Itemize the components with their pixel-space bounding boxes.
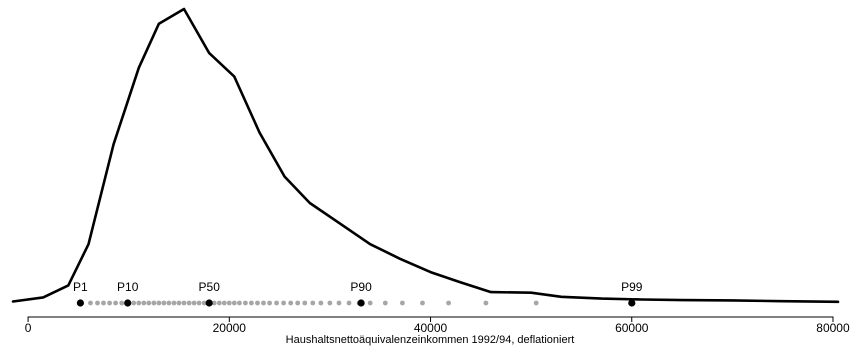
quantile-dot	[113, 300, 118, 306]
quantile-dot	[146, 300, 152, 306]
percentile-label-p1: P1	[73, 280, 88, 294]
x-axis-title: Haushaltsnettoäquivalenzeinkommen 1992/9…	[286, 334, 575, 346]
quantile-dot	[171, 300, 177, 306]
quantile-dot	[95, 300, 100, 306]
quantile-dot	[288, 300, 294, 306]
percentile-marker-p99	[628, 299, 636, 307]
quantile-dot	[255, 300, 260, 306]
quantile-dot	[261, 300, 266, 306]
x-tick-label: 20000	[213, 321, 247, 335]
quantile-dot	[237, 300, 242, 306]
percentile-marker-p10	[124, 299, 132, 307]
quantile-dot	[302, 300, 308, 306]
percentile-marker-p50	[205, 299, 213, 307]
quantile-dot	[243, 300, 248, 306]
quantile-dot	[318, 300, 324, 306]
quantile-dot	[310, 300, 316, 306]
quantile-dot	[446, 300, 451, 306]
quantile-dot	[367, 300, 373, 306]
x-tick-label: 0	[25, 321, 32, 335]
quantile-dot	[136, 300, 142, 306]
quantile-dot	[226, 300, 232, 306]
percentile-marker-p90	[357, 299, 365, 307]
quantile-dot	[346, 300, 352, 306]
density-curve	[11, 7, 840, 304]
quantile-dot	[107, 300, 112, 306]
quantile-dot	[216, 300, 222, 306]
quantile-dot	[181, 300, 187, 306]
quantile-dot	[533, 300, 539, 306]
quantile-dot	[221, 300, 227, 306]
quantile-dot	[176, 300, 182, 306]
percentile-marker-p1	[76, 299, 84, 307]
quantile-dot	[327, 300, 333, 306]
quantile-dot	[119, 300, 125, 306]
quantile-dot	[186, 300, 192, 306]
quantile-dot	[295, 300, 301, 306]
percentile-label-p10: P10	[117, 280, 139, 294]
quantile-dot	[420, 300, 425, 306]
quantile-dot	[400, 300, 405, 306]
quantile-dot	[156, 300, 162, 306]
quantile-dot	[249, 300, 254, 306]
quantile-dot	[201, 300, 207, 306]
quantile-dot	[281, 300, 286, 306]
quantile-dot	[166, 300, 172, 306]
quantile-dot	[141, 300, 147, 306]
percentile-label-p90: P90	[350, 280, 372, 294]
x-tick-label: 40000	[414, 321, 448, 335]
quantile-dot	[483, 300, 489, 306]
quantile-dot	[267, 300, 272, 306]
x-axis-ticks: 0 20000 40000 60000 80000	[25, 317, 850, 335]
quantile-dot	[274, 300, 279, 306]
quantile-dots	[88, 300, 539, 306]
percentile-label-p99: P99	[621, 280, 643, 294]
quantile-dot	[151, 300, 157, 306]
percentile-label-p50: P50	[199, 280, 221, 294]
quantile-dot	[191, 300, 197, 306]
quantile-dot	[161, 300, 167, 306]
quantile-dot	[131, 300, 137, 306]
quantile-dot	[336, 300, 342, 306]
quantile-dot	[196, 300, 202, 306]
quantile-dot	[88, 300, 93, 306]
quantile-dot	[211, 300, 217, 306]
quantile-dot	[231, 300, 237, 306]
quantile-dot	[101, 300, 106, 306]
x-tick-label: 80000	[816, 321, 850, 335]
quantile-dot	[382, 300, 388, 306]
percentile-markers: P1 P10 P50 P90 P99	[73, 280, 643, 307]
x-tick-label: 60000	[615, 321, 649, 335]
